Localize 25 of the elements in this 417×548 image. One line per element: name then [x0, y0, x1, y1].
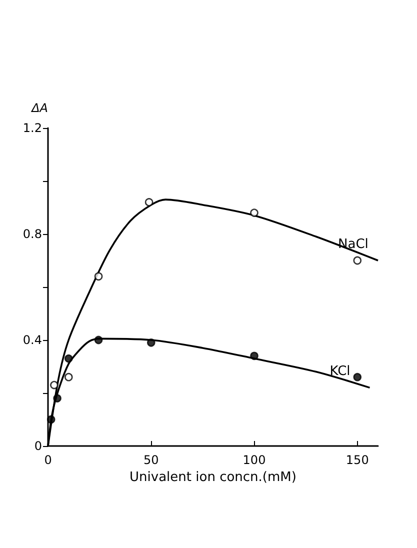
series-label: KCl — [330, 364, 350, 380]
point — [146, 338, 156, 347]
y-tick-label: 0.8 — [22, 227, 42, 241]
series-label: NaCl — [338, 237, 368, 252]
point — [94, 272, 103, 281]
point — [94, 336, 103, 344]
point — [353, 256, 362, 265]
point — [250, 352, 258, 360]
x-axis-title: Univalent ion concn.(mM) — [130, 470, 296, 485]
y-axis-title: ΔA — [30, 101, 48, 115]
point — [50, 380, 58, 390]
y-tick-label: 0.4 — [22, 333, 42, 347]
point — [144, 198, 154, 206]
x-tick-label: 100 — [242, 453, 266, 467]
y-tick-label: 1.2 — [22, 121, 42, 135]
y-tick-label: 0 — [34, 439, 42, 453]
point — [53, 394, 62, 402]
point — [64, 372, 73, 382]
point — [353, 372, 362, 382]
x-tick-label: 150 — [346, 453, 369, 467]
x-tick-label: 50 — [143, 453, 159, 467]
point — [250, 208, 258, 217]
point — [64, 354, 73, 363]
point — [46, 415, 56, 424]
x-tick-label: 0 — [44, 453, 52, 467]
